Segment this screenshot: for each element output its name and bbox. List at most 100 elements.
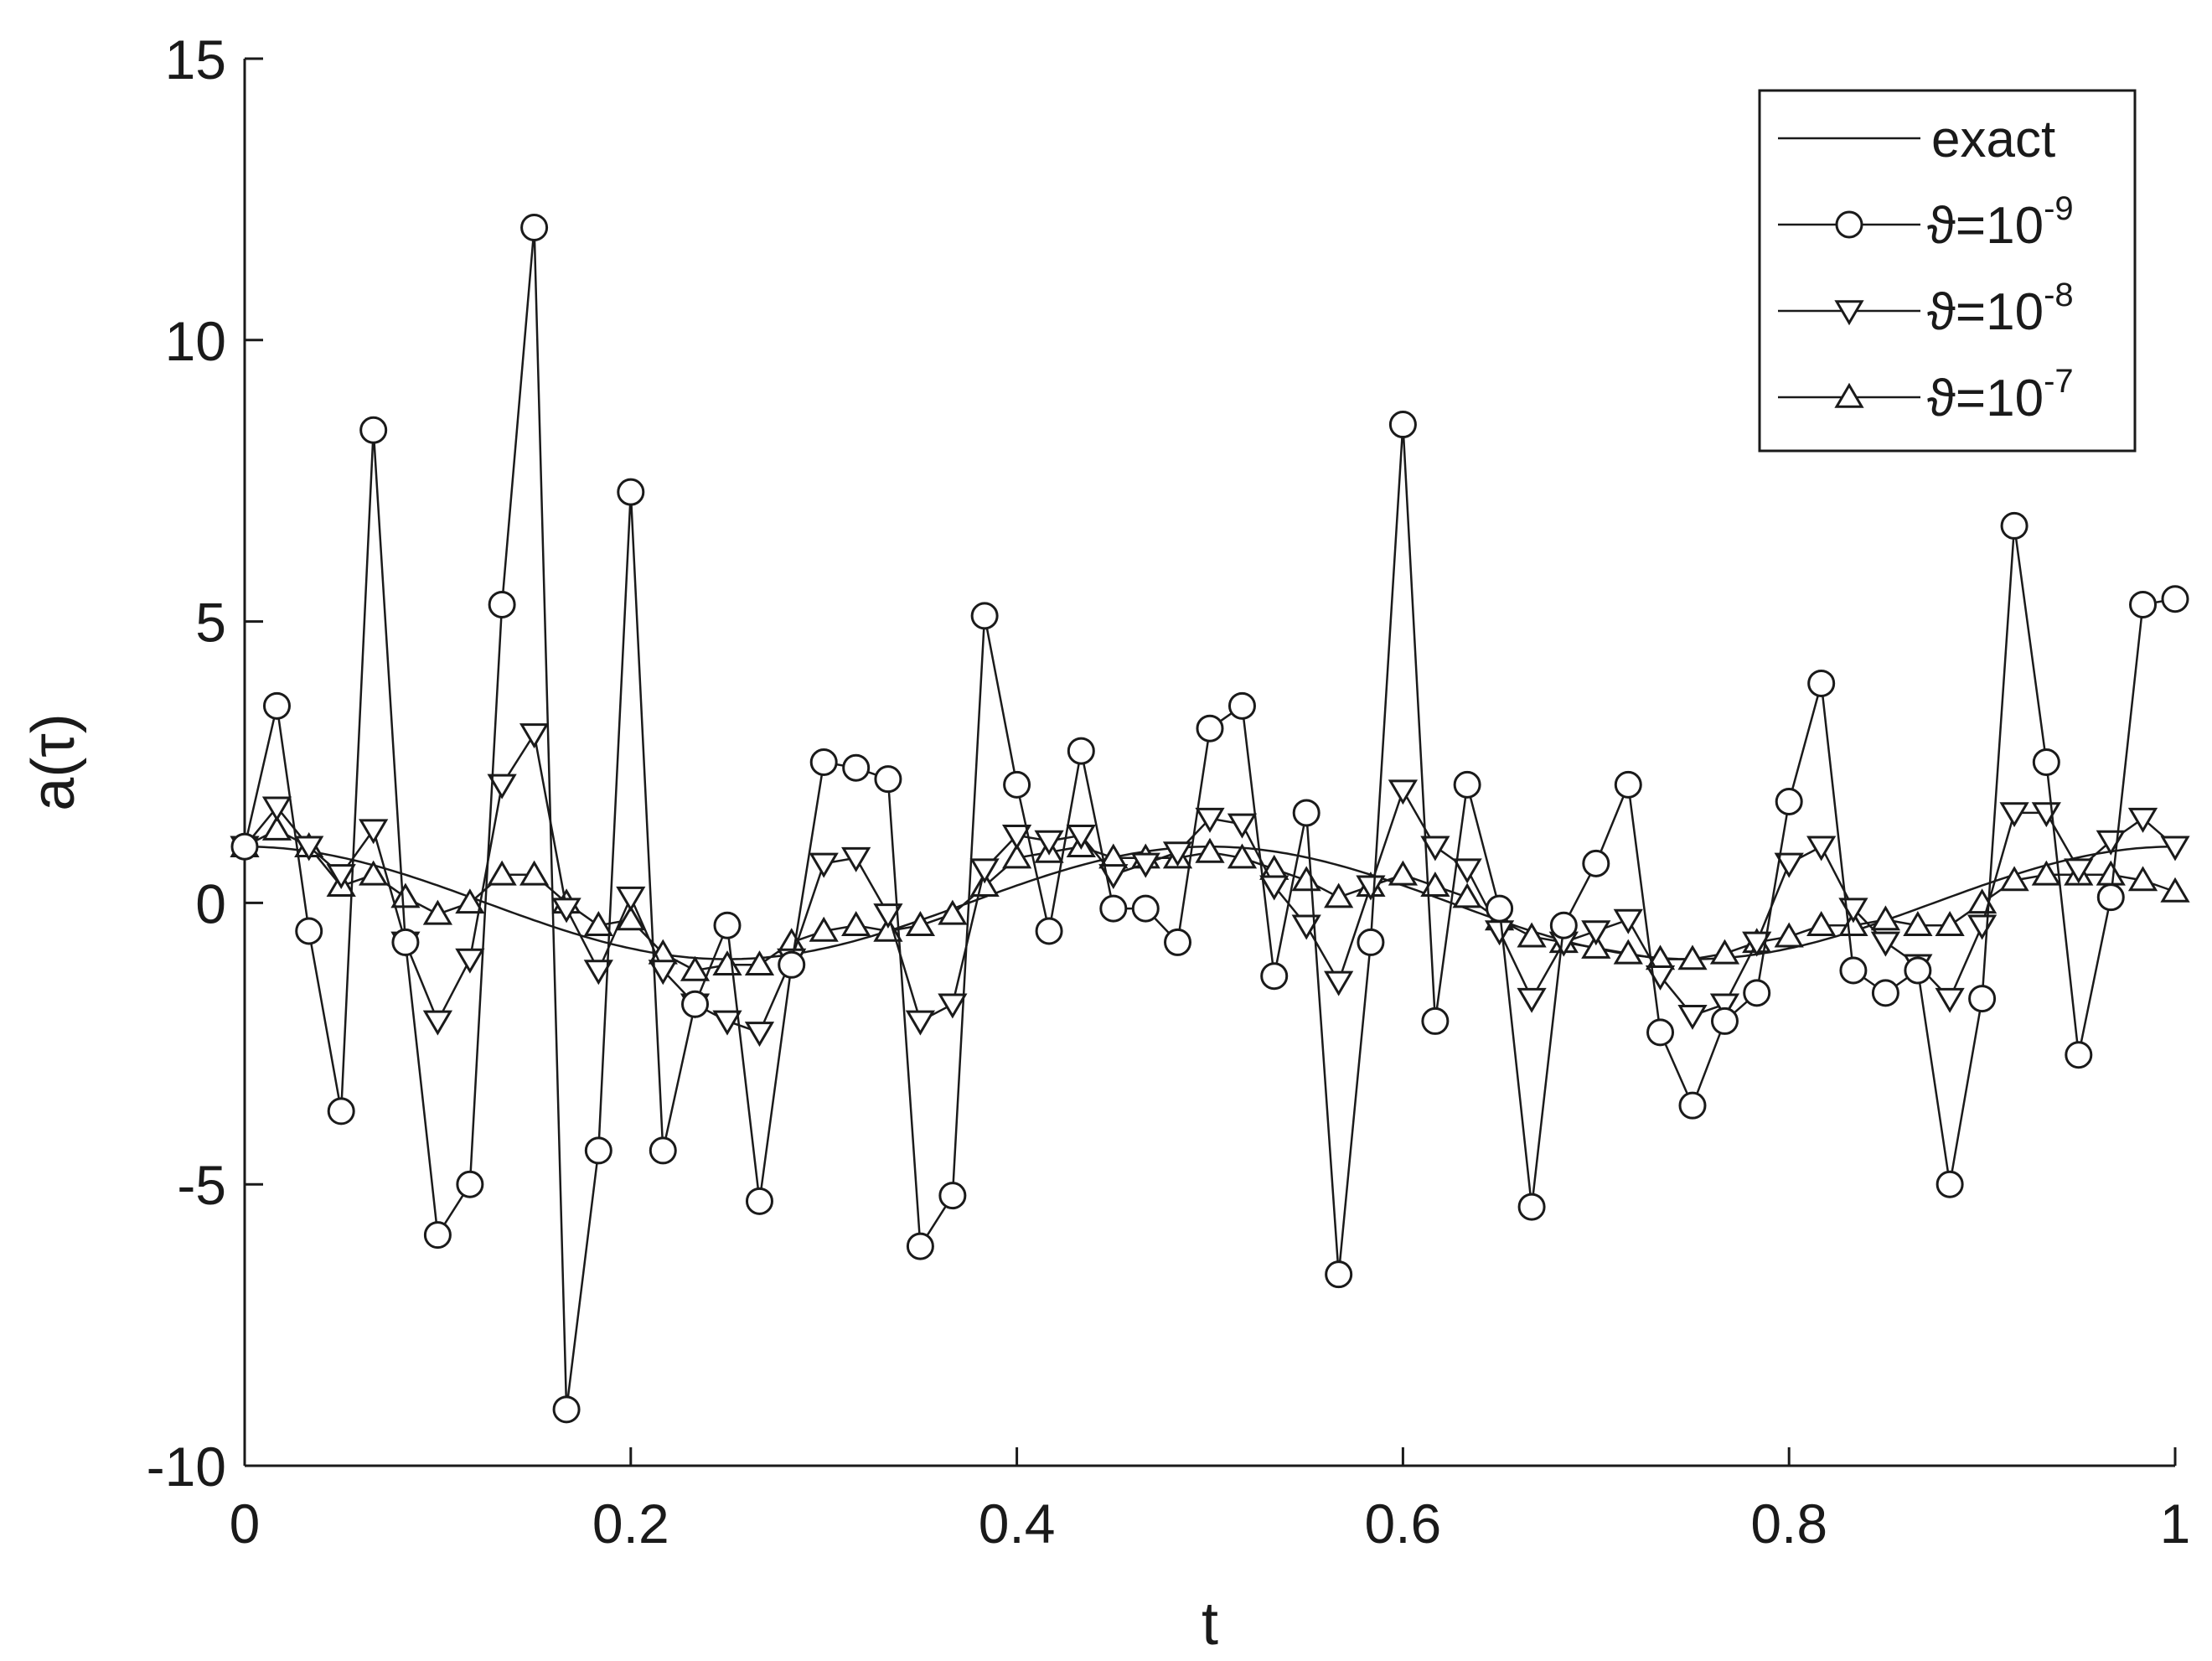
data-point	[616, 886, 646, 912]
data-point	[295, 917, 323, 945]
data-point	[1484, 920, 1515, 946]
data-point	[1710, 1006, 1739, 1035]
data-point	[262, 691, 291, 720]
data-point	[1227, 813, 1258, 839]
data-point	[1291, 866, 1321, 892]
data-point	[905, 1010, 936, 1036]
data-point	[970, 602, 999, 630]
data-point	[1034, 830, 1064, 856]
data-point	[422, 899, 453, 925]
data-point	[1999, 802, 2029, 828]
data-point	[456, 1170, 484, 1198]
series-triangle-up	[230, 815, 2190, 981]
data-point	[1035, 917, 1063, 945]
data-point	[359, 819, 389, 845]
data-point	[1838, 911, 1868, 937]
data-point	[1677, 944, 1708, 970]
x-tick-label: 0.6	[1365, 1493, 1442, 1555]
data-point	[1227, 691, 1256, 720]
data-point	[1839, 956, 1868, 985]
data-point	[520, 213, 549, 241]
data-point	[841, 846, 871, 872]
data-point	[583, 911, 613, 937]
data-point	[1807, 669, 1836, 697]
series-circle	[230, 213, 2189, 1424]
data-point	[1227, 843, 1258, 869]
data-point	[1743, 979, 1771, 1007]
data-point	[1936, 1170, 1964, 1198]
legend-label-triangle-down: ϑ=10-8	[1927, 277, 2074, 341]
data-point	[326, 864, 356, 890]
data-point	[2031, 802, 2061, 828]
data-point	[809, 852, 839, 878]
data-point	[1130, 852, 1160, 878]
legend-label-exact: exact	[1931, 111, 2055, 168]
data-point	[1774, 852, 1804, 878]
data-point	[584, 1136, 612, 1165]
data-point	[359, 416, 388, 444]
legend-marker-circle	[1835, 210, 1863, 239]
data-point	[1968, 985, 1997, 1013]
data-point	[2064, 858, 2094, 884]
x-tick-label: 0	[230, 1493, 261, 1555]
data-point	[1935, 987, 1965, 1013]
data-point	[841, 911, 871, 937]
data-point	[391, 928, 420, 956]
data-point	[2160, 836, 2190, 862]
chart-legend: exact ϑ=10-9 ϑ=10-8 ϑ=10-7	[1758, 89, 2137, 453]
data-point	[1003, 770, 1031, 799]
data-point	[969, 858, 1000, 884]
data-point	[1613, 908, 1643, 934]
data-point	[649, 1136, 677, 1165]
data-point	[551, 898, 581, 924]
y-axis-label: a(τ)	[20, 713, 87, 810]
data-point	[842, 753, 871, 782]
data-point	[2000, 511, 2029, 540]
data-point	[2096, 883, 2125, 912]
data-point	[1903, 911, 1933, 937]
data-point	[1775, 788, 1803, 816]
data-point	[744, 1022, 775, 1048]
data-point	[1066, 825, 1096, 851]
y-axis-ticks: -10 -5 0 5 10 15	[147, 28, 263, 1498]
y-tick-label: -5	[177, 1154, 226, 1216]
data-point	[1967, 914, 1998, 940]
data-point	[938, 1182, 967, 1210]
data-point	[1067, 737, 1095, 765]
data-point	[1324, 882, 1354, 908]
data-point	[1999, 866, 2029, 892]
data-point	[712, 1010, 742, 1036]
data-point	[1388, 779, 1419, 805]
data-point	[1678, 1091, 1707, 1120]
data-point	[809, 916, 839, 942]
data-point	[1388, 860, 1419, 886]
data-point	[969, 872, 1000, 898]
data-point	[1806, 836, 1837, 862]
data-point	[1486, 894, 1514, 923]
data-point	[1356, 875, 1386, 901]
plot-area	[230, 213, 2190, 1424]
data-point	[519, 860, 550, 886]
y-tick-label: 0	[195, 872, 226, 934]
data-point	[1742, 931, 1772, 957]
data-point	[1420, 836, 1450, 862]
data-point	[583, 960, 613, 986]
data-point	[1549, 911, 1578, 939]
data-point	[294, 836, 324, 862]
data-point	[455, 948, 485, 974]
x-tick-label: 0.8	[1750, 1493, 1827, 1555]
data-point	[2096, 860, 2126, 886]
data-point	[712, 950, 742, 976]
data-point	[1421, 1006, 1450, 1035]
data-point	[1904, 956, 1932, 985]
data-point	[1582, 849, 1610, 877]
data-point	[1935, 911, 1965, 937]
data-point	[1259, 875, 1289, 901]
data-point	[1581, 933, 1611, 959]
data-point	[680, 955, 711, 981]
data-point	[552, 1395, 581, 1424]
data-point	[1709, 939, 1740, 965]
x-axis-label: t	[1202, 1591, 1218, 1657]
